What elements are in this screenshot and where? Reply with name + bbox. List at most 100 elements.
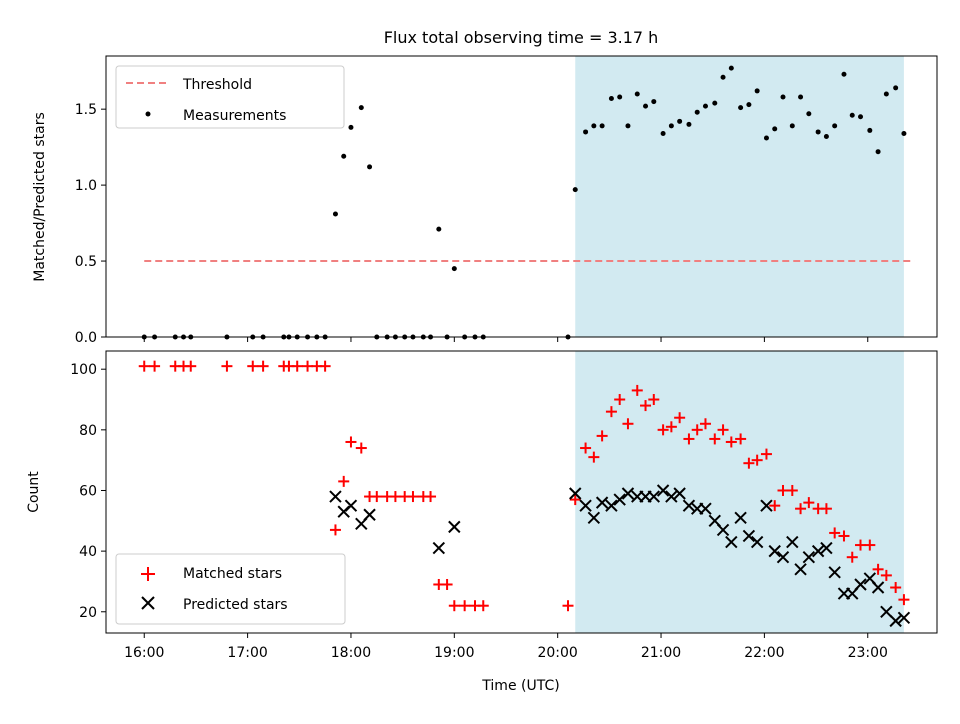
matched-star-marker [345,436,357,448]
measurement-point [780,94,786,100]
matched-star-marker [329,524,341,536]
matched-star-marker [569,494,581,506]
top-y-ticks: 0.0 0.5 1.0 1.5 [75,102,106,346]
measurement-point [798,94,804,100]
measurement-point [348,124,354,130]
measurement-point [686,121,692,127]
matched-star-marker [302,360,314,372]
predicted-star-marker [811,544,825,558]
matched-star-marker [829,527,841,539]
measurement-point [617,94,623,100]
measurement-point [893,85,899,91]
matched-star-marker [138,360,150,372]
matched-star-marker [699,418,711,430]
bottom-y-axis-label: Count [26,471,42,513]
bottom-x-tick-label: 18:00 [331,645,371,661]
bottom-y-tick-label: 80 [79,423,97,439]
top-y-axis-label: Matched/Predicted stars [32,112,48,282]
matched-star-marker [803,497,815,509]
matched-star-marker [872,563,884,575]
predicted-star-marker [656,484,670,497]
matched-star-marker [820,503,832,515]
bottom-legend: Matched stars Predicted stars [115,553,346,625]
matched-star-marker [777,484,789,496]
measurement-point [875,149,881,155]
measurement-point [625,123,631,129]
matched-star-marker [614,394,626,406]
top-shaded-region [575,56,904,337]
matched-star-marker [838,530,850,542]
predicted-star-marker [682,499,696,512]
measurement-point [436,226,442,232]
predicted-star-marker [725,535,738,549]
matched-star-marker [743,457,755,469]
matched-star-marker [890,582,902,594]
predicted-star-marker [613,493,626,506]
predicted-star-marker [579,499,592,512]
matched-star-marker [291,360,303,372]
measurement-point [849,112,855,118]
matched-stars-points [138,360,910,612]
bottom-x-tick-label: 21:00 [641,645,681,661]
matched-star-marker [709,433,721,445]
predicted-star-marker [605,499,618,512]
legend-matched-label: Matched stars [183,566,282,582]
predicted-star-marker [880,605,893,618]
top-y-tick-label: 0.0 [75,330,97,346]
predicted-stars-points [329,484,911,628]
measurement-point [738,105,744,111]
top-legend-box [115,65,345,129]
predicted-star-marker [569,487,582,500]
matched-star-marker [247,360,259,372]
matched-star-marker [371,491,383,503]
measurement-point [728,65,734,71]
matched-star-marker [149,360,161,372]
bottom-x-tick-label: 20:00 [537,645,577,661]
matched-star-marker [221,360,233,372]
matched-star-marker [631,384,643,396]
matched-star-marker [562,600,574,612]
matched-star-marker [588,451,600,463]
predicted-star-marker [344,499,358,512]
measurement-point [841,71,847,77]
measurement-point [583,129,589,135]
matched-star-marker [648,394,660,406]
matched-star-marker [596,430,608,442]
top-y-tick-label: 0.5 [75,254,97,270]
predicted-star-marker [750,535,764,549]
legend-matched-swatch [141,567,155,581]
matched-star-marker [657,424,669,436]
bottom-y-tick-label: 100 [70,362,97,378]
matched-star-marker [665,421,677,433]
measurement-point [677,118,683,124]
predicted-star-marker [716,523,730,537]
bottom-y-tick-label: 20 [79,605,97,621]
matched-star-marker [257,360,269,372]
top-axes-frame [105,55,938,338]
predicted-star-marker [854,578,867,591]
top-y-tick-label: 1.0 [75,178,97,194]
predicted-star-marker [871,581,885,594]
measurement-point [858,114,864,120]
matched-star-marker [425,491,437,503]
matched-star-marker [735,433,747,445]
legend-predicted-label: Predicted stars [183,597,288,613]
bottom-y-ticks: 20 40 60 80 100 [70,362,106,621]
measurement-point [668,123,674,129]
measurement-point [702,103,708,109]
matched-star-marker [880,569,892,581]
measurement-point [367,164,373,170]
predicted-star-marker [587,511,601,524]
bottom-x-tick-label: 17:00 [227,645,267,661]
measurement-point [660,130,666,136]
measurement-point [754,88,760,94]
bottom-x-tick-label: 19:00 [434,645,474,661]
measurement-point [712,100,718,106]
predicted-star-marker [647,490,661,503]
matched-star-marker [786,484,798,496]
matched-star-marker [751,454,763,466]
legend-predicted-swatch [141,596,155,610]
matched-star-marker [459,600,471,612]
bottom-axes-frame [105,350,938,634]
measurement-point [763,135,769,141]
